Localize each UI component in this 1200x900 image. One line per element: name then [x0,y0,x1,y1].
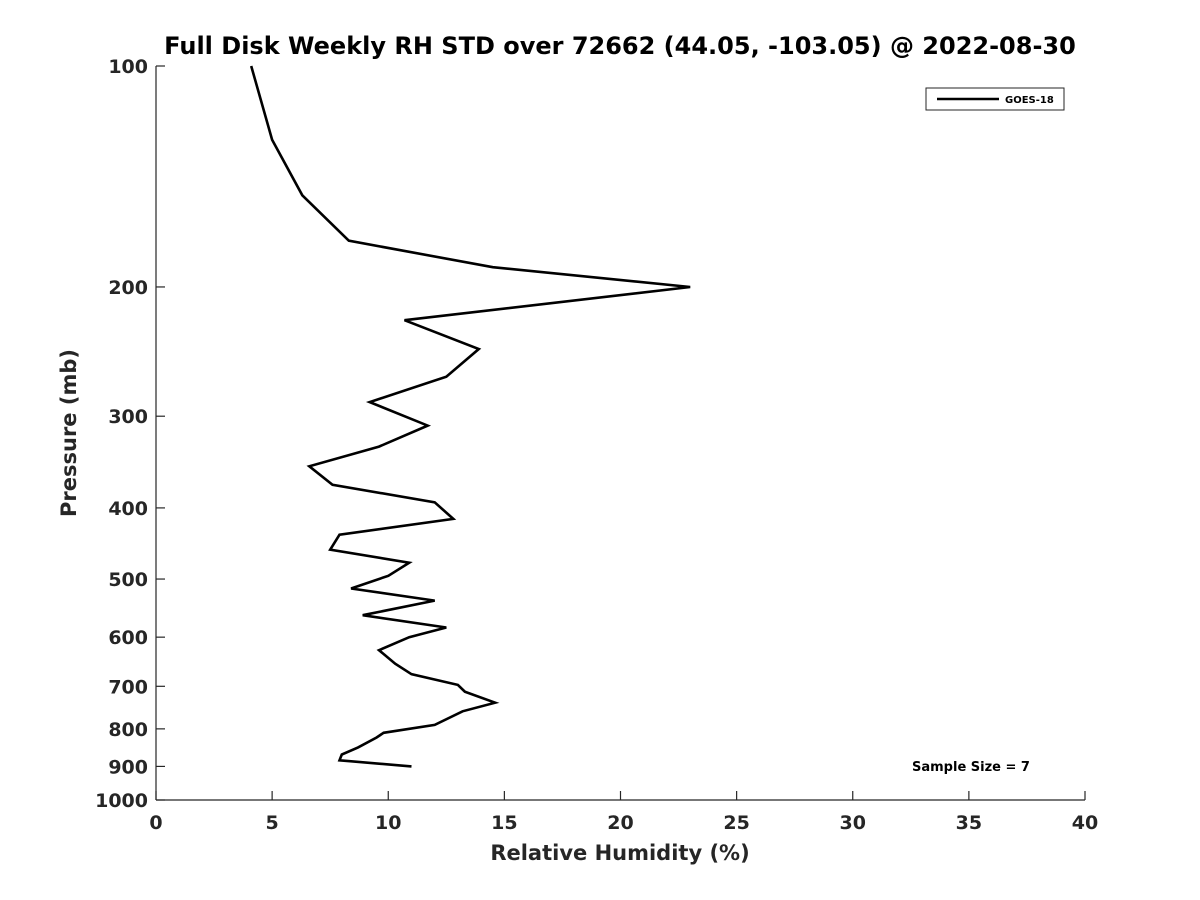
y-tick-label: 100 [108,56,148,78]
y-tick-group: 100 200 300 400 500 600 700 800 900 1000 [95,56,165,812]
y-tick-label: 700 [108,676,148,698]
x-axis-label: Relative Humidity (%) [490,841,749,865]
x-tick-label: 40 [1072,812,1098,834]
y-tick-label: 300 [108,406,148,428]
x-tick-label: 20 [607,812,633,834]
x-tick-label: 0 [149,812,162,834]
y-tick-label: 1000 [95,790,148,812]
y-tick-label: 600 [108,627,148,649]
y-tick-label: 800 [108,719,148,741]
y-tick-label: 400 [108,498,148,520]
y-tick-label: 900 [108,756,148,778]
x-tick-label: 10 [375,812,401,834]
y-tick-label: 200 [108,277,148,299]
legend-label-goes-18: GOES-18 [1005,95,1054,106]
sample-size-annotation: Sample Size = 7 [912,760,1030,775]
x-tick-label: 5 [266,812,279,834]
x-tick-label: 35 [956,812,982,834]
x-tick-label: 25 [723,812,749,834]
y-axis-label: Pressure (mb) [57,349,81,517]
x-tick-label: 30 [840,812,866,834]
legend: GOES-18 [925,87,1065,111]
chart-title: Full Disk Weekly RH STD over 72662 (44.0… [164,32,1076,60]
series-line-goes-18 [249,65,691,768]
x-tick-label: 15 [491,812,517,834]
x-tick-group: 0 5 10 15 20 25 30 35 40 [149,791,1098,834]
y-tick-label: 500 [108,569,148,591]
series-layer [249,65,691,768]
